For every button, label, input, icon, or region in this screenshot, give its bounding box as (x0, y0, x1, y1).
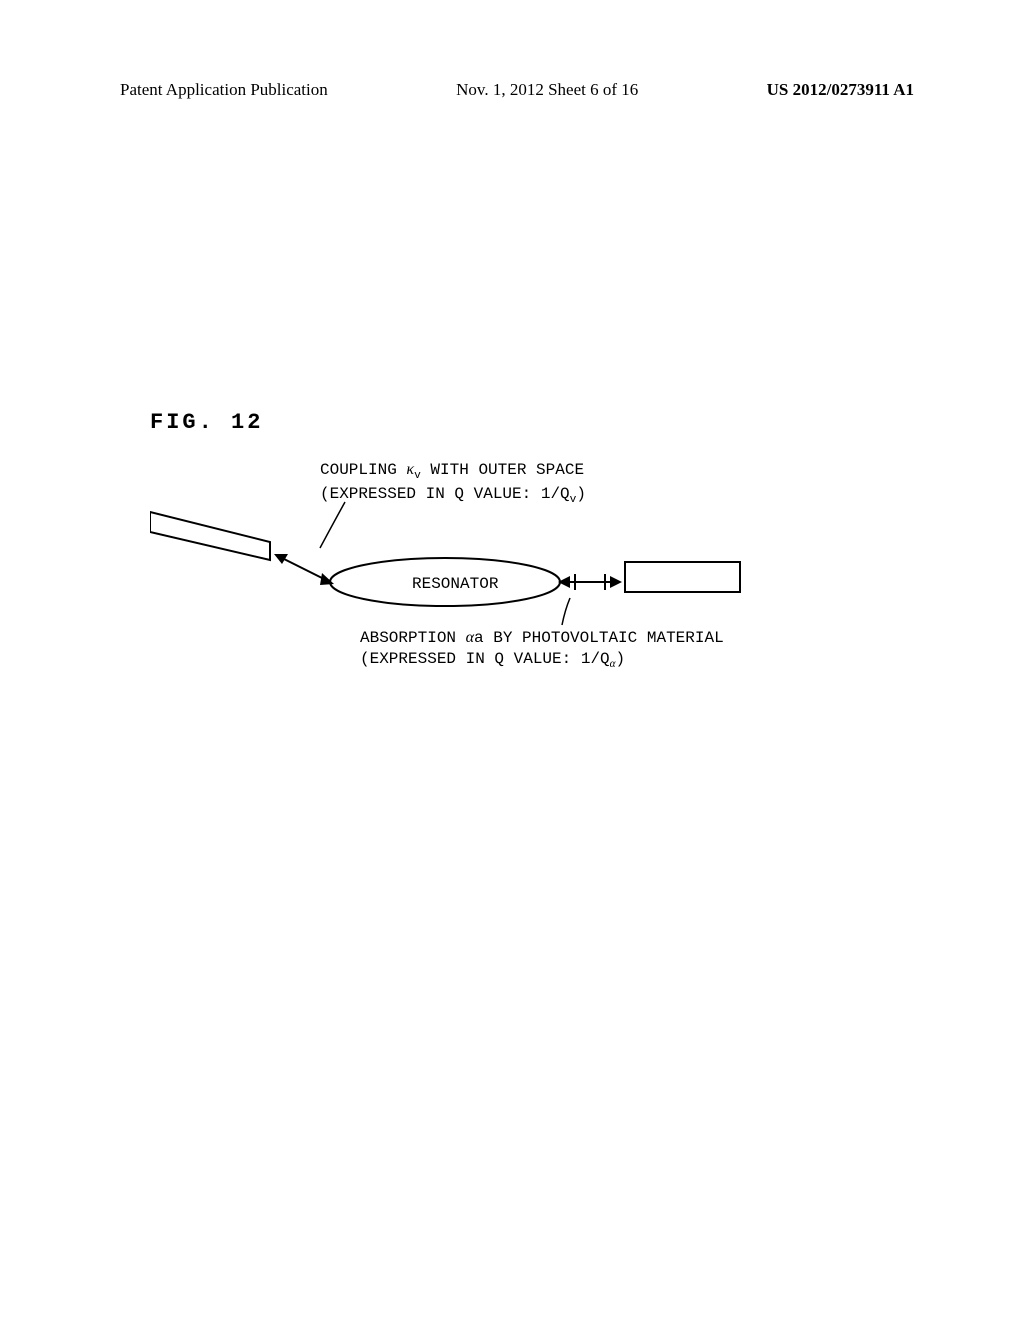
diagram-svg (150, 460, 900, 720)
leader-coupling (320, 502, 345, 548)
absorption-q-prefix: (EXPRESSED IN Q VALUE: 1/Q (360, 650, 610, 668)
header-patent-number: US 2012/0273911 A1 (767, 80, 914, 100)
header-publication: Patent Application Publication (120, 80, 328, 100)
absorption-label: ABSORPTION αa BY PHOTOVOLTAIC MATERIAL (… (360, 628, 724, 672)
right-box (625, 562, 740, 592)
absorption-mid: a BY PHOTOVOLTAIC MATERIAL (474, 629, 724, 647)
alpha-symbol: α (466, 629, 474, 646)
header-date-sheet: Nov. 1, 2012 Sheet 6 of 16 (456, 80, 638, 100)
arrow-right-head1 (558, 576, 570, 588)
figure-number-label: FIG. 12 (150, 410, 263, 435)
absorption-q-suffix: ) (616, 650, 626, 668)
arrow-right-head2 (610, 576, 622, 588)
absorption-prefix: ABSORPTION (360, 629, 466, 647)
leader-absorption (562, 598, 570, 625)
left-box (150, 512, 270, 560)
diagram-container: COUPLING κv WITH OUTER SPACE (EXPRESSED … (150, 460, 900, 720)
page-header: Patent Application Publication Nov. 1, 2… (0, 80, 1024, 100)
resonator-label: RESONATOR (412, 575, 498, 593)
